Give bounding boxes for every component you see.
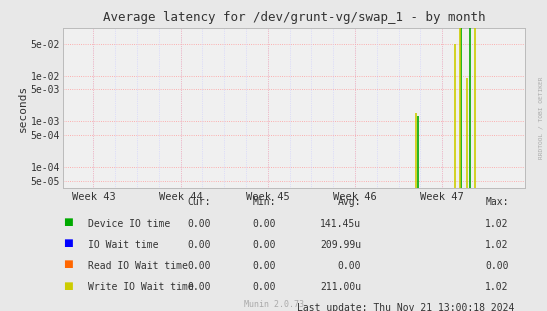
- Text: 211.00u: 211.00u: [320, 282, 361, 292]
- Y-axis label: seconds: seconds: [18, 85, 28, 132]
- Text: 0.00: 0.00: [253, 261, 276, 271]
- Text: Munin 2.0.73: Munin 2.0.73: [243, 300, 304, 309]
- Text: 0.00: 0.00: [485, 261, 509, 271]
- Text: ■: ■: [63, 259, 73, 269]
- Text: 0.00: 0.00: [253, 219, 276, 229]
- Text: 1.02: 1.02: [485, 282, 509, 292]
- Text: 141.45u: 141.45u: [320, 219, 361, 229]
- Text: 0.00: 0.00: [253, 240, 276, 250]
- Text: Read IO Wait time: Read IO Wait time: [88, 261, 188, 271]
- Text: 0.00: 0.00: [187, 219, 211, 229]
- Text: ■: ■: [63, 238, 73, 248]
- Text: ■: ■: [63, 217, 73, 227]
- Text: ■: ■: [63, 281, 73, 290]
- Text: 209.99u: 209.99u: [320, 240, 361, 250]
- Text: Write IO Wait time: Write IO Wait time: [88, 282, 193, 292]
- Text: 0.00: 0.00: [337, 261, 361, 271]
- Text: 0.00: 0.00: [187, 261, 211, 271]
- Text: 0.00: 0.00: [253, 282, 276, 292]
- Text: 1.02: 1.02: [485, 219, 509, 229]
- Text: Device IO time: Device IO time: [88, 219, 170, 229]
- Title: Average latency for /dev/grunt-vg/swap_1 - by month: Average latency for /dev/grunt-vg/swap_1…: [103, 11, 485, 24]
- Text: Max:: Max:: [485, 197, 509, 207]
- Text: Last update: Thu Nov 21 13:00:18 2024: Last update: Thu Nov 21 13:00:18 2024: [297, 303, 514, 311]
- Text: 1.02: 1.02: [485, 240, 509, 250]
- Text: Avg:: Avg:: [337, 197, 361, 207]
- Text: 0.00: 0.00: [187, 240, 211, 250]
- Text: Min:: Min:: [253, 197, 276, 207]
- Text: 0.00: 0.00: [187, 282, 211, 292]
- Text: IO Wait time: IO Wait time: [88, 240, 158, 250]
- Text: Cur:: Cur:: [187, 197, 211, 207]
- Text: RRDTOOL / TOBI OETIKER: RRDTOOL / TOBI OETIKER: [538, 77, 543, 160]
